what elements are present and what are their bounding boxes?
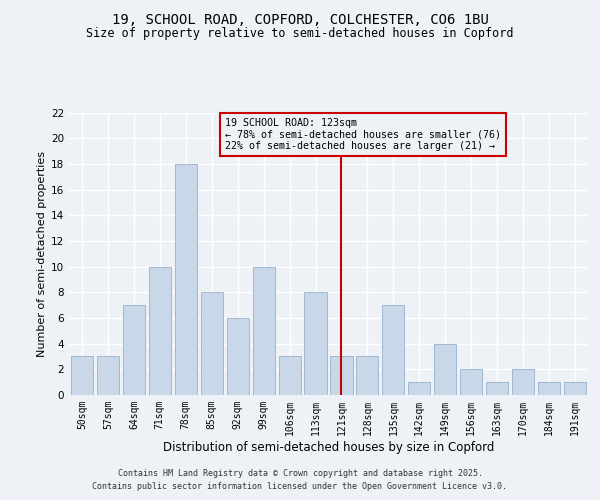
Bar — [227, 318, 249, 395]
Bar — [331, 356, 353, 395]
Y-axis label: Number of semi-detached properties: Number of semi-detached properties — [37, 151, 47, 357]
Bar — [538, 382, 560, 395]
Bar — [200, 292, 223, 395]
Bar — [356, 356, 379, 395]
Text: Size of property relative to semi-detached houses in Copford: Size of property relative to semi-detach… — [86, 28, 514, 40]
X-axis label: Distribution of semi-detached houses by size in Copford: Distribution of semi-detached houses by … — [163, 440, 494, 454]
Text: Contains public sector information licensed under the Open Government Licence v3: Contains public sector information licen… — [92, 482, 508, 491]
Bar — [460, 370, 482, 395]
Bar — [564, 382, 586, 395]
Text: 19 SCHOOL ROAD: 123sqm
← 78% of semi-detached houses are smaller (76)
22% of sem: 19 SCHOOL ROAD: 123sqm ← 78% of semi-det… — [225, 118, 501, 151]
Bar — [278, 356, 301, 395]
Bar — [253, 266, 275, 395]
Bar — [97, 356, 119, 395]
Bar — [434, 344, 457, 395]
Bar — [512, 370, 534, 395]
Bar — [382, 305, 404, 395]
Bar — [304, 292, 326, 395]
Text: Contains HM Land Registry data © Crown copyright and database right 2025.: Contains HM Land Registry data © Crown c… — [118, 468, 482, 477]
Bar — [149, 266, 171, 395]
Text: 19, SCHOOL ROAD, COPFORD, COLCHESTER, CO6 1BU: 19, SCHOOL ROAD, COPFORD, COLCHESTER, CO… — [112, 12, 488, 26]
Bar — [408, 382, 430, 395]
Bar — [71, 356, 93, 395]
Bar — [123, 305, 145, 395]
Bar — [486, 382, 508, 395]
Bar — [175, 164, 197, 395]
